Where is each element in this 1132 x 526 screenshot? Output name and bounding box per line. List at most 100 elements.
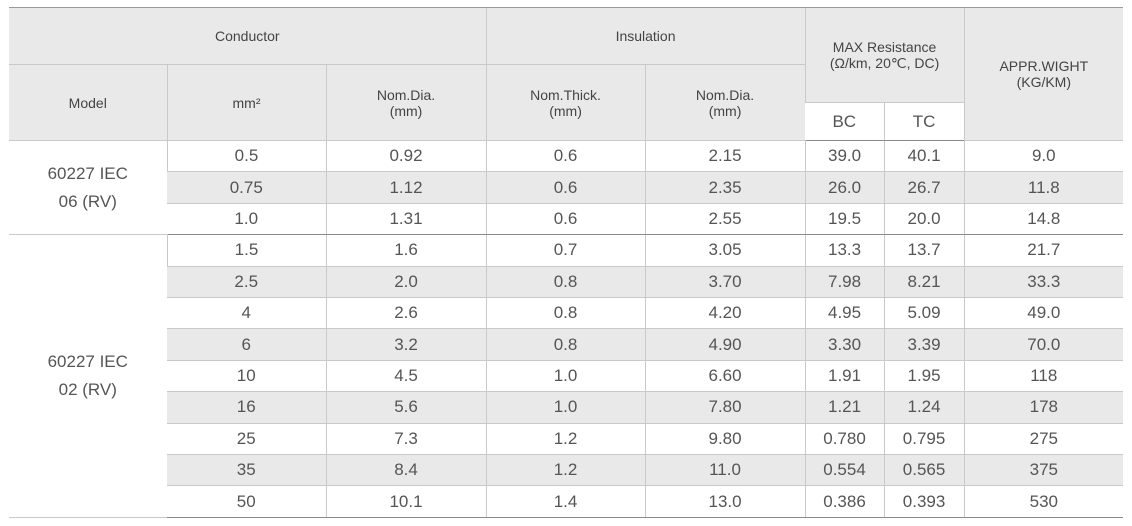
cell-tc: 20.0 <box>883 203 965 236</box>
cell-bc: 1.91 <box>804 360 885 393</box>
cell-bc: 1.21 <box>804 391 885 424</box>
header-tc: TC <box>883 102 965 141</box>
cell-insulation-thick: 0.6 <box>485 171 646 204</box>
cell-insulation-thick: 0.8 <box>485 328 646 361</box>
header-insulation-dia-line2: (mm) <box>708 102 742 119</box>
cell-mm2: 0.75 <box>167 171 326 204</box>
cell-mm2: 2.5 <box>167 266 326 299</box>
cell-insulation-thick: 0.8 <box>485 266 646 299</box>
cell-tc: 5.09 <box>883 297 965 330</box>
cell-weight: 11.8 <box>963 171 1124 204</box>
cell-mm2: 1.0 <box>167 203 326 236</box>
header-insulation-thick-line2: (mm) <box>549 102 582 119</box>
header-insulation-dia-line1: Nom.Dia. <box>695 86 755 103</box>
cell-tc: 40.1 <box>883 140 965 173</box>
cell-conductor-dia: 1.12 <box>325 171 487 204</box>
cell-weight: 14.8 <box>963 203 1124 236</box>
table-row: 25 7.3 1.2 9.80 0.780 0.795 275 <box>9 423 1124 456</box>
cell-bc: 19.5 <box>804 203 885 236</box>
cell-insulation-dia: 3.70 <box>644 266 806 299</box>
cell-weight: 530 <box>963 485 1124 518</box>
cell-insulation-dia: 2.35 <box>644 171 806 204</box>
header-max-resistance-line1: MAX Resistance <box>832 39 937 55</box>
cell-conductor-dia: 2.0 <box>325 266 487 299</box>
model-cell: 60227 IEC 02 (RV) <box>9 234 167 518</box>
cell-weight: 9.0 <box>963 140 1124 173</box>
cell-tc: 1.95 <box>883 360 965 393</box>
header-insulation-thick-line1: Nom.Thick. <box>530 86 601 103</box>
cell-tc: 3.39 <box>883 328 965 361</box>
cell-insulation-dia: 4.20 <box>644 297 806 330</box>
cell-conductor-dia: 1.6 <box>325 234 487 267</box>
cell-insulation-dia: 4.90 <box>644 328 806 361</box>
cell-weight: 178 <box>963 391 1124 424</box>
table-header: Conductor Insulation MAX Resistance (Ω/k… <box>9 7 1124 141</box>
model-cell: 60227 IEC 06 (RV) <box>9 140 167 236</box>
table-row: 0.75 1.12 0.6 2.35 26.0 26.7 11.8 <box>9 171 1124 204</box>
cell-conductor-dia: 10.1 <box>325 485 487 518</box>
header-conductor-dia-line2: (mm) <box>389 102 423 119</box>
cell-insulation-dia: 2.55 <box>644 203 806 236</box>
cell-insulation-thick: 1.0 <box>485 360 646 393</box>
cell-conductor-dia: 0.92 <box>325 140 487 173</box>
cell-conductor-dia: 4.5 <box>325 360 487 393</box>
cell-insulation-thick: 0.8 <box>485 297 646 330</box>
model-line1: 60227 IEC <box>47 163 128 183</box>
table-row: 50 10.1 1.4 13.0 0.386 0.393 530 <box>9 485 1124 518</box>
header-max-resistance-line2: (Ω/km, 20℃, DC) <box>829 55 940 71</box>
header-insulation-dia: Nom.Dia. (mm) <box>644 64 806 141</box>
cell-mm2: 10 <box>167 360 326 393</box>
table-row: 16 5.6 1.0 7.80 1.21 1.24 178 <box>9 391 1124 424</box>
cell-tc: 1.24 <box>883 391 965 424</box>
cell-insulation-thick: 1.2 <box>485 423 646 456</box>
cell-tc: 0.565 <box>883 454 965 487</box>
cell-insulation-dia: 7.80 <box>644 391 806 424</box>
header-insulation: Insulation <box>485 7 806 65</box>
header-weight-line2: (KG/KM) <box>1016 74 1072 90</box>
table-row: 6 3.2 0.8 4.90 3.30 3.39 70.0 <box>9 328 1124 361</box>
table-row: 1.0 1.31 0.6 2.55 19.5 20.0 14.8 <box>9 203 1124 236</box>
cable-spec-table: Conductor Insulation MAX Resistance (Ω/k… <box>9 7 1124 518</box>
header-weight-line1: APPR.WIGHT <box>999 58 1089 74</box>
cell-weight: 118 <box>963 360 1124 393</box>
cell-bc: 0.386 <box>804 485 885 518</box>
cell-mm2: 25 <box>167 423 326 456</box>
header-conductor: Conductor <box>9 7 487 65</box>
cell-tc: 13.7 <box>883 234 965 267</box>
cell-conductor-dia: 3.2 <box>325 328 487 361</box>
cell-insulation-dia: 11.0 <box>644 454 806 487</box>
cell-weight: 375 <box>963 454 1124 487</box>
cell-insulation-thick: 0.7 <box>485 234 646 267</box>
cell-insulation-thick: 0.6 <box>485 203 646 236</box>
header-insulation-thick: Nom.Thick. (mm) <box>485 64 646 141</box>
cell-tc: 26.7 <box>883 171 965 204</box>
cell-tc: 0.795 <box>883 423 965 456</box>
cell-mm2: 50 <box>167 485 326 518</box>
cell-weight: 21.7 <box>963 234 1124 267</box>
cell-bc: 3.30 <box>804 328 885 361</box>
table-row: 4 2.6 0.8 4.20 4.95 5.09 49.0 <box>9 297 1124 330</box>
cell-mm2: 0.5 <box>166 140 326 173</box>
cell-mm2: 4 <box>167 297 326 330</box>
cell-bc: 13.3 <box>804 234 885 267</box>
cell-weight: 70.0 <box>963 328 1124 361</box>
cell-bc: 26.0 <box>804 171 885 204</box>
cell-weight: 33.3 <box>963 266 1124 299</box>
cell-insulation-thick: 1.2 <box>485 454 646 487</box>
table-row: 10 4.5 1.0 6.60 1.91 1.95 118 <box>9 360 1124 393</box>
table-body: 60227 IEC 06 (RV) 0.5 0.92 0.6 2.15 39.0 40.1 9.… <box>9 140 1124 518</box>
table-row: 2.5 2.0 0.8 3.70 7.98 8.21 33.3 <box>9 266 1124 299</box>
header-conductor-dia: Nom.Dia. (mm) <box>325 64 487 141</box>
header-model: Model <box>9 64 167 141</box>
cell-bc: 7.98 <box>804 266 885 299</box>
cell-insulation-dia: 2.15 <box>644 140 806 173</box>
cell-weight: 49.0 <box>963 297 1124 330</box>
cell-weight: 275 <box>963 423 1124 456</box>
cell-mm2: 35 <box>167 454 326 487</box>
cell-insulation-dia: 9.80 <box>644 423 806 456</box>
table-row: 60227 IEC 02 (RV) 1.5 1.6 0.7 3.05 13.3 13.7 21.… <box>9 234 1124 518</box>
cell-tc: 8.21 <box>883 266 965 299</box>
cell-conductor-dia: 1.31 <box>325 203 487 236</box>
cell-conductor-dia: 7.3 <box>325 423 487 456</box>
table-row: 35 8.4 1.2 11.0 0.554 0.565 375 <box>9 454 1124 487</box>
